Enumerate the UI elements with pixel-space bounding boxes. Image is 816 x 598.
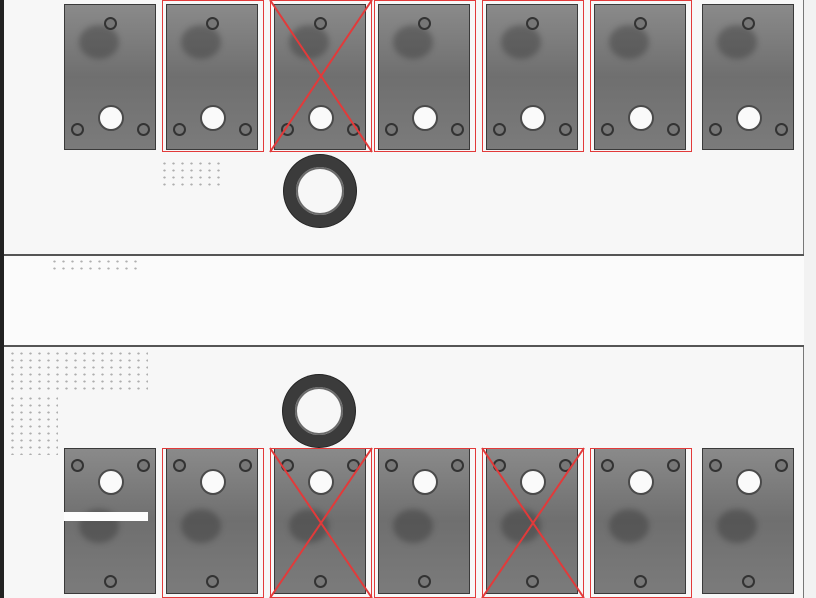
metal-part	[166, 448, 258, 594]
metal-part	[64, 4, 156, 150]
surface-stain	[181, 25, 221, 59]
bolt-hole	[601, 459, 614, 472]
surface-stain	[609, 25, 649, 59]
surface-stain	[717, 25, 757, 59]
bolt-hole	[418, 17, 431, 30]
metal-part	[166, 4, 258, 150]
bolt-hole	[559, 459, 572, 472]
dust-specks	[160, 160, 220, 190]
bolt-hole	[385, 459, 398, 472]
center-hole	[628, 105, 654, 131]
surface-stain	[393, 25, 433, 59]
metal-part	[274, 448, 366, 594]
surface-stain	[79, 25, 119, 59]
bolt-hole	[634, 575, 647, 588]
bolt-hole	[206, 575, 219, 588]
center-hole	[308, 105, 334, 131]
image-left-border	[0, 0, 4, 598]
center-hole	[200, 105, 226, 131]
bolt-hole	[281, 459, 294, 472]
bolt-hole	[775, 123, 788, 136]
metal-part	[378, 4, 470, 150]
surface-stain	[717, 509, 757, 543]
bolt-hole	[104, 17, 117, 30]
washer-ring-bottom	[283, 375, 355, 447]
center-hole	[520, 469, 546, 495]
bolt-hole	[173, 459, 186, 472]
conveyor-gap	[4, 255, 804, 347]
surface-stain	[289, 509, 329, 543]
center-hole	[98, 105, 124, 131]
bolt-hole	[71, 459, 84, 472]
metal-part	[64, 448, 156, 594]
bolt-hole	[385, 123, 398, 136]
center-hole	[520, 105, 546, 131]
bolt-hole	[709, 459, 722, 472]
bolt-hole	[526, 575, 539, 588]
belt-edge-upper	[4, 254, 804, 256]
center-hole	[200, 469, 226, 495]
bolt-hole	[71, 123, 84, 136]
bolt-hole	[709, 123, 722, 136]
surface-stain	[609, 509, 649, 543]
center-hole	[628, 469, 654, 495]
bolt-hole	[347, 459, 360, 472]
image-right-border	[803, 0, 816, 598]
bolt-hole	[173, 123, 186, 136]
bolt-hole	[526, 17, 539, 30]
center-hole	[412, 105, 438, 131]
center-hole	[736, 469, 762, 495]
metal-part	[378, 448, 470, 594]
bolt-hole	[742, 575, 755, 588]
surface-stain	[501, 25, 541, 59]
bolt-hole	[104, 575, 117, 588]
dust-specks	[8, 395, 58, 455]
bolt-hole	[314, 17, 327, 30]
bolt-hole	[137, 459, 150, 472]
bolt-hole	[667, 459, 680, 472]
bolt-hole	[314, 575, 327, 588]
bolt-hole	[451, 123, 464, 136]
bolt-hole	[347, 123, 360, 136]
surface-stain	[289, 25, 329, 59]
metal-part	[594, 448, 686, 594]
bolt-hole	[493, 459, 506, 472]
metal-part	[702, 4, 794, 150]
bolt-hole	[137, 123, 150, 136]
dust-specks	[50, 258, 140, 272]
surface-stain	[501, 509, 541, 543]
metal-part	[594, 4, 686, 150]
bolt-hole	[418, 575, 431, 588]
surface-stain	[393, 509, 433, 543]
center-hole	[412, 469, 438, 495]
label-strip	[64, 512, 148, 521]
bolt-hole	[239, 123, 252, 136]
bolt-hole	[281, 123, 294, 136]
dust-specks	[8, 350, 148, 390]
center-hole	[736, 105, 762, 131]
bolt-hole	[601, 123, 614, 136]
metal-part	[486, 4, 578, 150]
center-hole	[308, 469, 334, 495]
bolt-hole	[206, 17, 219, 30]
surface-stain	[181, 509, 221, 543]
bolt-hole	[634, 17, 647, 30]
washer-ring-top	[284, 155, 356, 227]
metal-part	[486, 448, 578, 594]
bolt-hole	[775, 459, 788, 472]
bolt-hole	[451, 459, 464, 472]
bolt-hole	[667, 123, 680, 136]
bolt-hole	[559, 123, 572, 136]
bolt-hole	[239, 459, 252, 472]
bolt-hole	[493, 123, 506, 136]
belt-edge-lower	[4, 345, 804, 347]
bolt-hole	[742, 17, 755, 30]
center-hole	[98, 469, 124, 495]
metal-part	[702, 448, 794, 594]
metal-part	[274, 4, 366, 150]
